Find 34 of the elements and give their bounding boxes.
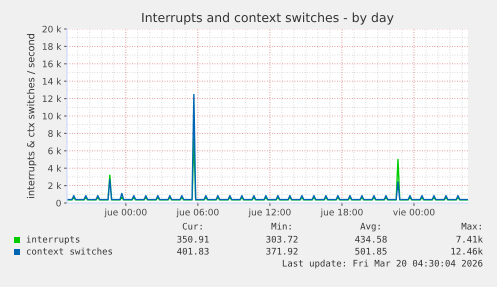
text: Min:: [272, 222, 291, 230]
y-tick-label: 12 k: [42, 95, 62, 102]
text: 303.72: [266, 236, 298, 243]
text: 501.85: [355, 248, 387, 255]
legend-label: context switches: [26, 248, 112, 255]
y-tick-label: 20 k: [42, 26, 62, 33]
line-series: [67, 94, 468, 200]
y-tick-label: 0: [56, 200, 61, 207]
x-tick-label: vie 00:00: [393, 208, 435, 216]
y-tick-label: 4 k: [48, 164, 62, 172]
text: Last update: Fri Mar 20 04:30:04 2026: [282, 260, 482, 268]
text: 350.91: [177, 236, 209, 243]
y-tick-label: 6 k: [48, 147, 62, 154]
y-axis-title: interrupts & ctx switches / second: [26, 34, 36, 198]
chart-title: Interrupts and context switches - by day: [142, 12, 394, 25]
y-tick-label: 14 k: [42, 78, 62, 85]
y-tick-label: 18 k: [42, 42, 62, 50]
x-tick-label: jue 00:00: [104, 208, 147, 218]
text: 12.46k: [451, 248, 483, 255]
x-tick-label: jue 12:00: [248, 208, 291, 218]
text: 401.83: [177, 248, 209, 255]
y-tick-label: 10 k: [42, 112, 62, 120]
x-tick-label: jue 18:00: [320, 208, 363, 218]
legend-label: interrupts: [26, 236, 80, 244]
text: 7.41k: [456, 236, 483, 243]
y-tick-label: 8 k: [48, 130, 62, 137]
y-tick-label: 16 k: [42, 60, 62, 68]
text: Avg:: [360, 222, 380, 232]
x-tick-label: jue 06:00: [176, 208, 219, 218]
text: 434.58: [355, 236, 387, 243]
text: Cur:: [182, 222, 202, 230]
text: Max:: [462, 222, 481, 230]
y-tick-label: 2 k: [48, 182, 62, 190]
text: 371.92: [266, 248, 298, 255]
